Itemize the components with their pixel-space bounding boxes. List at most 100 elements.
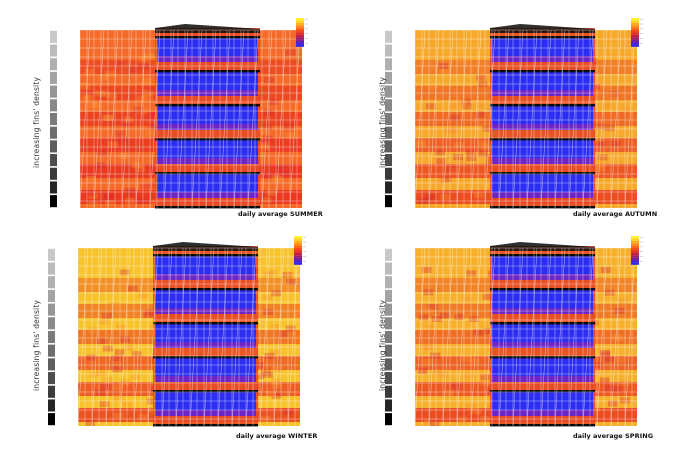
density-step — [385, 44, 392, 57]
heat-patch — [88, 327, 99, 334]
legend-swatch — [296, 18, 304, 21]
fin-diagonal — [219, 29, 231, 209]
floor-slab — [155, 36, 260, 39]
heat-patch — [440, 68, 451, 75]
heat-patch — [262, 294, 273, 301]
density-step — [50, 140, 57, 153]
transition-band — [155, 376, 256, 382]
transition-band — [492, 192, 593, 198]
heat-patch — [425, 103, 436, 110]
floor-slab — [155, 206, 260, 209]
legend-swatch — [631, 39, 639, 42]
roof-edge — [155, 24, 260, 33]
heat-patch — [96, 369, 107, 376]
heat-patch — [271, 290, 282, 297]
density-step — [48, 413, 55, 426]
transition-band — [157, 56, 258, 62]
heat-patch — [135, 197, 146, 204]
panel-autumn: increasing fins' density daily average A… — [350, 0, 700, 225]
legend-swatch — [294, 260, 302, 263]
legend-swatch — [296, 20, 304, 23]
legend-swatch — [294, 250, 302, 253]
heat-patch — [423, 307, 434, 314]
heat-patch — [114, 349, 125, 356]
density-step — [385, 358, 392, 371]
heat-patch — [484, 178, 495, 184]
density-step — [385, 399, 392, 412]
legend-swatch — [296, 27, 304, 30]
floor-slab — [153, 390, 258, 393]
density-step — [385, 317, 392, 330]
fin-diagonal — [287, 247, 299, 427]
heat-patch — [266, 189, 277, 196]
heat-patch — [104, 194, 115, 201]
density-step — [385, 248, 392, 261]
heat-patch — [112, 384, 123, 391]
density-step — [48, 344, 55, 357]
heat-patch — [143, 52, 154, 59]
heat-patch — [595, 267, 606, 274]
heat-patch — [125, 187, 136, 194]
legend-swatch — [296, 37, 304, 40]
fin-diagonal — [275, 29, 287, 209]
heat-patch — [469, 315, 479, 322]
heat-patch — [148, 123, 159, 130]
caption-season: WINTER — [287, 432, 318, 440]
heat-patch — [466, 270, 477, 277]
density-step — [48, 303, 55, 316]
heat-patch — [257, 127, 268, 134]
density-axis-label-winter: increasing fins' density — [32, 299, 41, 391]
heat-patch — [133, 106, 144, 113]
transition-band — [157, 192, 258, 198]
legend-swatch — [631, 262, 639, 265]
heat-patch — [283, 123, 294, 129]
legend-swatch — [631, 245, 639, 248]
legend-swatch — [631, 20, 639, 23]
legend-swatch — [631, 248, 639, 251]
heat-patch — [83, 69, 94, 75]
heat-patch — [448, 102, 459, 109]
heat-patch — [596, 161, 607, 168]
fin-diagonal — [233, 29, 245, 209]
heat-patch — [285, 49, 296, 56]
heat-patch — [447, 166, 457, 173]
heat-patch — [259, 144, 270, 151]
fin-diagonal — [498, 247, 510, 427]
density-step — [50, 167, 57, 180]
fin-diagonal — [79, 29, 91, 209]
density-step — [48, 289, 55, 302]
legend-swatch — [631, 257, 639, 260]
heat-patch — [616, 335, 627, 342]
heat-patch — [85, 176, 96, 182]
heat-patch — [283, 408, 294, 415]
density-step — [48, 385, 55, 398]
facade-heatmap-spring — [385, 236, 643, 427]
floor-slab — [490, 70, 595, 73]
heat-patch — [108, 141, 119, 148]
floor-slab — [490, 424, 595, 427]
fin-diagonal — [470, 29, 482, 209]
fin-diagonal — [624, 29, 636, 209]
fin-grid — [414, 29, 637, 209]
heat-patch — [614, 357, 625, 364]
legend-swatch — [294, 262, 302, 265]
heat-patch — [146, 398, 157, 405]
heat-patch — [600, 351, 611, 358]
heat-patch — [435, 158, 446, 165]
heat-patch — [104, 71, 115, 78]
heat-patch — [116, 324, 126, 331]
heat-patch — [482, 125, 493, 132]
heat-patch — [477, 150, 488, 157]
heat-patch — [591, 361, 602, 368]
density-step — [385, 372, 392, 385]
legend-swatch — [294, 245, 302, 248]
roof-edge — [490, 242, 595, 251]
legend-swatch — [631, 37, 639, 40]
heat-patch — [269, 324, 280, 331]
heat-patch — [455, 159, 466, 166]
density-step — [385, 195, 392, 208]
density-step — [385, 413, 392, 426]
heat-patch — [283, 271, 294, 278]
heat-patch — [611, 334, 622, 341]
fin-diagonal — [512, 29, 524, 209]
